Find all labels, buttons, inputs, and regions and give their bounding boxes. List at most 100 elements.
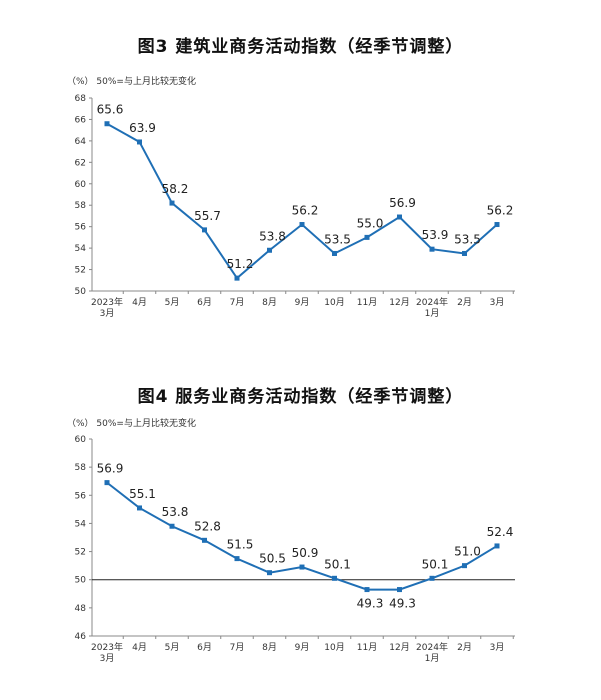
data-label: 50.5: [259, 552, 286, 566]
data-label: 56.9: [389, 196, 416, 210]
x-tick-label: 9月: [295, 642, 310, 653]
data-label: 52.4: [487, 525, 514, 539]
data-point: [397, 214, 402, 220]
chart-title: 图3 建筑业商务活动指数（经季节调整）: [137, 37, 464, 57]
data-label: 53.9: [422, 228, 449, 242]
data-point: [299, 222, 305, 228]
y-tick-label: 54: [75, 244, 87, 254]
data-point: [429, 246, 435, 252]
y-tick-label: 66: [75, 115, 87, 125]
x-tick-label: 9月: [295, 297, 310, 308]
data-label: 55.1: [129, 487, 156, 501]
chart-title: 图4 服务业商务活动指数（经季节调整）: [137, 387, 464, 407]
x-tick-label: 6月: [197, 297, 212, 308]
data-label: 49.3: [389, 597, 416, 611]
data-point: [267, 570, 272, 576]
x-tick-label: 2023年 3月: [91, 641, 123, 664]
unit-note: （%） 50%=与上月比较无变化: [67, 75, 196, 87]
data-label: 50.1: [422, 557, 449, 571]
data-label: 63.9: [129, 121, 156, 135]
y-tick-label: 52: [75, 266, 86, 276]
data-point: [462, 563, 467, 569]
x-tick-label: 2024年 1月: [416, 296, 448, 319]
x-tick-label: 4月: [132, 297, 147, 308]
data-point: [494, 222, 500, 228]
data-label: 58.2: [162, 182, 189, 196]
data-label: 49.3: [357, 597, 384, 611]
series-line: [106, 481, 498, 591]
x-tick-label: 5月: [165, 297, 180, 308]
y-tick-label: 68: [75, 94, 87, 104]
data-point: [397, 587, 402, 593]
data-label: 53.5: [454, 232, 481, 246]
y-tick-label: 48: [75, 604, 87, 614]
x-tick-label: 3月: [490, 297, 505, 308]
data-point: [202, 227, 207, 233]
data-label: 55.7: [194, 209, 221, 223]
y-tick-label: 50: [75, 287, 87, 297]
data-label: 51.2: [227, 257, 254, 271]
data-point: [267, 247, 272, 253]
series-line: [106, 122, 498, 280]
y-tick-label: 60: [75, 435, 87, 445]
x-tick-label: 4月: [132, 642, 147, 653]
x-tick-label: 8月: [262, 297, 277, 308]
data-point: [332, 250, 337, 256]
data-label: 50.1: [324, 557, 351, 571]
x-tick-label: 11月: [357, 297, 377, 308]
data-label: 50.9: [292, 546, 319, 560]
data-point: [234, 275, 240, 281]
x-tick-label: 2月: [457, 297, 472, 308]
data-label: 51.0: [454, 545, 481, 559]
data-point: [169, 200, 175, 206]
x-tick-label: 3月: [490, 642, 505, 653]
data-label: 53.5: [324, 232, 351, 246]
data-point: [462, 250, 467, 256]
construction-chart: 图3 建筑业商务活动指数（经季节调整） （%） 50%=与上月比较无变化 50 52…: [67, 37, 515, 319]
data-point: [104, 121, 110, 127]
data-point: [137, 139, 142, 145]
y-tick-label: 64: [75, 137, 87, 147]
x-tick-label: 2023年 3月: [91, 296, 123, 319]
y-tick-label: 50: [75, 576, 87, 586]
y-tick-label: 58: [75, 463, 87, 473]
y-tick-label: 56: [75, 491, 87, 501]
unit-note: （%） 50%=与上月比较无变化: [67, 417, 196, 429]
x-tick-label: 7月: [230, 297, 245, 308]
data-point: [104, 480, 110, 486]
data-label: 55.0: [357, 216, 384, 230]
y-tick-label: 62: [75, 158, 86, 168]
data-point: [202, 537, 207, 543]
data-point: [332, 575, 337, 581]
y-tick-label: 60: [75, 180, 87, 190]
y-tick-label: 52: [75, 548, 86, 558]
x-tick-label: 12月: [389, 297, 409, 308]
data-point: [364, 587, 370, 593]
data-label: 51.5: [227, 538, 254, 552]
y-tick-label: 54: [75, 519, 87, 529]
services-chart: 图4 服务业商务活动指数（经季节调整） （%） 50%=与上月比较无变化 46 48…: [0, 350, 601, 700]
data-label: 65.6: [97, 103, 124, 117]
y-tick-label: 56: [75, 223, 87, 233]
data-point: [494, 543, 500, 549]
data-point: [299, 564, 305, 570]
y-tick-label: 58: [75, 201, 87, 211]
x-tick-label: 2月: [457, 642, 472, 653]
x-tick-label: 8月: [262, 642, 277, 653]
data-label: 53.8: [259, 229, 286, 243]
x-tick-label: 5月: [165, 642, 180, 653]
data-point: [234, 556, 240, 562]
x-tick-label: 12月: [389, 642, 409, 653]
data-label: 56.9: [97, 462, 124, 476]
data-point: [137, 505, 142, 511]
data-label: 56.2: [487, 204, 514, 218]
construction-plot: （%） 50%=与上月比较无变化 50 52 54 56 58 60 62 64 66 68 2023…: [67, 75, 515, 319]
y-tick-label: 46: [75, 632, 87, 642]
x-tick-label: 10月: [324, 642, 344, 653]
x-tick-label: 2024年 1月: [416, 641, 448, 664]
services-plot: （%） 50%=与上月比较无变化 46 48 50 52 54 56 58 60 2023年 3月 4…: [67, 417, 515, 664]
x-tick-label: 7月: [230, 642, 245, 653]
data-point: [364, 234, 370, 240]
data-label: 56.2: [292, 204, 319, 218]
data-label: 53.8: [162, 505, 189, 519]
